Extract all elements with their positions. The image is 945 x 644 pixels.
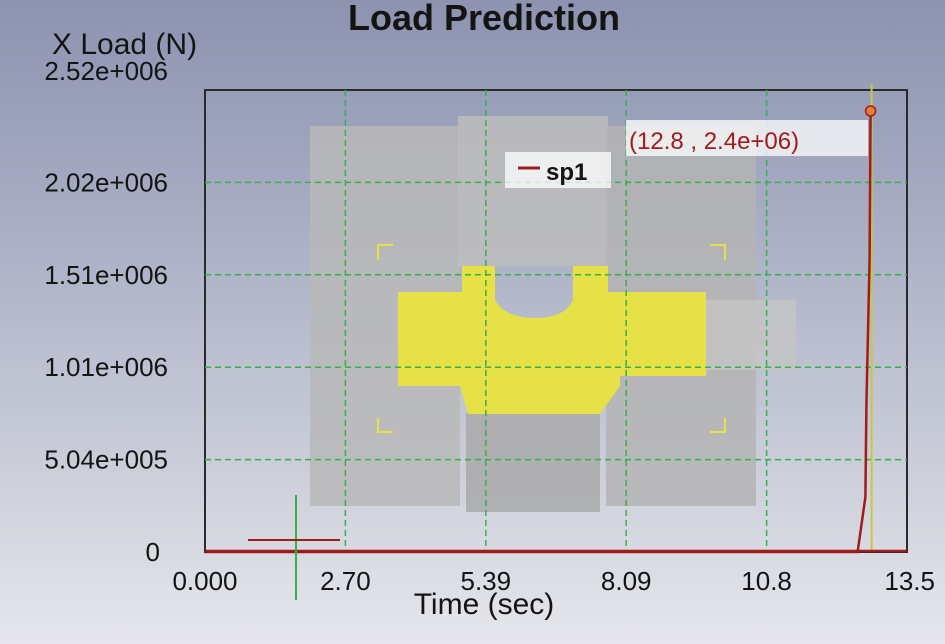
x-tick-label: 0.000 xyxy=(172,566,237,596)
legend: sp1 xyxy=(505,152,611,188)
x-axis-title: Time (sec) xyxy=(414,588,555,621)
y-tick-label: 2.52e+006 xyxy=(44,56,168,86)
x-tick-label: 5.39 xyxy=(460,566,511,596)
x-axis-ticks: 0.000 2.70 5.39 8.09 10.8 13.5 xyxy=(172,566,935,596)
y-tick-label: 1.51e+006 xyxy=(44,260,168,290)
part-model-render xyxy=(310,116,796,512)
cursor-readout-label: (12.8 , 2.4e+06) xyxy=(629,128,799,155)
legend-box xyxy=(505,152,611,188)
grid-lines xyxy=(205,90,907,552)
chart-title: Load Prediction xyxy=(348,0,620,38)
y-tick-label: 5.04e+005 xyxy=(44,445,168,475)
x-tick-label: 8.09 xyxy=(601,566,652,596)
y-tick-label: 2.02e+006 xyxy=(44,167,168,197)
cursor-readout-box xyxy=(626,120,868,156)
y-axis-ticks: 0 5.04e+005 1.01e+006 1.51e+006 2.02e+006 2.5… xyxy=(44,56,168,567)
x-tick-label: 13.5 xyxy=(884,566,935,596)
x-tick-label: 2.70 xyxy=(320,566,371,596)
y-axis-title: X Load (N) xyxy=(52,28,197,61)
part-yellow-section xyxy=(398,266,706,414)
part-corner-markers xyxy=(377,244,726,433)
y-tick-label: 0 xyxy=(146,537,160,567)
part-side-block xyxy=(706,300,796,370)
part-body-top xyxy=(458,116,608,266)
cursor-point-marker[interactable] xyxy=(864,105,877,117)
part-body-bottom xyxy=(466,412,600,512)
legend-label-sp1: sp1 xyxy=(546,159,587,186)
y-tick-label: 1.01e+006 xyxy=(44,352,168,382)
cursor-readout: (12.8 , 2.4e+06) xyxy=(626,120,868,156)
x-tick-label: 10.8 xyxy=(741,566,792,596)
